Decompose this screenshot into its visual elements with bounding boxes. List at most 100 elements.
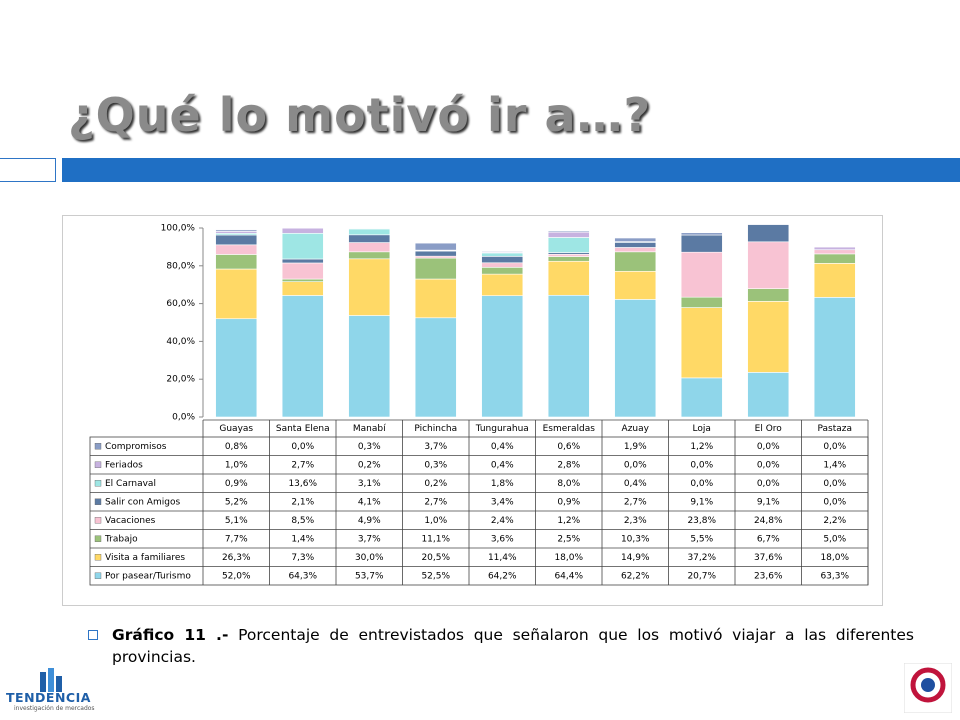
bar-segment (215, 244, 258, 255)
bar-segment (215, 234, 258, 246)
chart-frame (62, 215, 883, 606)
table-value: 8,0% (557, 479, 580, 489)
bar-segment (614, 251, 657, 272)
legend-swatch (94, 461, 102, 468)
bar-segment (747, 301, 790, 373)
legend-swatch (94, 554, 102, 561)
legend-swatch (94, 572, 102, 579)
bar-segment (813, 263, 856, 298)
bar-segment (747, 241, 790, 289)
bar-segment (547, 231, 590, 238)
bar-segment (547, 237, 590, 253)
bar-segment (614, 270, 657, 300)
bar-segment (614, 299, 657, 418)
bar-segment (281, 295, 324, 418)
x-tick-label: Pichincha (414, 424, 457, 434)
y-tick-label: 100,0% (161, 224, 196, 234)
bar-segment (547, 256, 590, 262)
x-tick-label: El Oro (755, 424, 783, 434)
table-value: 11,4% (488, 553, 517, 563)
bar-segment (414, 317, 457, 418)
logo-subtext: investigación de mercados (14, 705, 95, 712)
table-value: 0,6% (557, 442, 580, 452)
table-value: 7,7% (225, 534, 248, 544)
table-value: 0,4% (491, 442, 514, 452)
partner-logo (904, 663, 952, 713)
bar-segment (481, 252, 524, 257)
table-value: 18,0% (820, 553, 849, 563)
bar-segment (414, 257, 457, 280)
table-value: 0,0% (757, 479, 780, 489)
table-value: 18,0% (554, 553, 583, 563)
table-value: 0,3% (424, 460, 447, 470)
legend-swatch (94, 498, 102, 505)
table-value: 1,8% (491, 479, 514, 489)
header-accent (0, 158, 56, 182)
logo-text: TENDENCIA (6, 690, 91, 705)
bar-segment (747, 224, 790, 243)
bar-segment (614, 242, 657, 248)
bar-segment (414, 242, 457, 251)
bar-segment (281, 281, 324, 296)
table-value: 52,0% (222, 571, 251, 581)
table-value: 0,3% (358, 442, 381, 452)
table-value: 1,9% (624, 442, 647, 452)
x-tick-label: Loja (693, 424, 711, 434)
legend-swatch (94, 535, 102, 542)
table-value: 64,3% (288, 571, 317, 581)
table-value: 0,0% (757, 442, 780, 452)
bar-segment (680, 307, 723, 379)
y-tick-label: 60,0% (166, 299, 195, 309)
y-tick-label: 0,0% (172, 413, 195, 423)
table-value: 5,5% (690, 534, 713, 544)
x-tick-label: Pastaza (817, 424, 852, 434)
legend-label: Trabajo (104, 534, 138, 544)
logo-graphic (40, 668, 62, 692)
bar-segment (680, 296, 723, 308)
bar-segment (813, 246, 856, 251)
table-value: 11,1% (421, 534, 450, 544)
table-value: 0,9% (225, 479, 248, 489)
caption: Gráfico 11 .- Porcentaje de entrevistado… (112, 624, 914, 668)
legend-label: Salir con Amigos (105, 497, 180, 507)
table-value: 10,3% (621, 534, 650, 544)
table-value: 2,7% (291, 460, 314, 470)
x-tick-label: Guayas (219, 424, 253, 434)
bar-segment (813, 249, 856, 255)
bar-segment (215, 268, 258, 320)
table-value: 37,2% (687, 553, 716, 563)
table-value: 1,0% (225, 460, 248, 470)
table-value: 5,2% (225, 497, 248, 507)
x-tick-label: Esmeraldas (543, 424, 596, 434)
table-value: 0,9% (557, 497, 580, 507)
bar-segment (215, 229, 258, 232)
table-value: 0,0% (757, 460, 780, 470)
bar-segment (547, 253, 590, 257)
bar-segment (281, 262, 324, 280)
table-value: 0,2% (424, 479, 447, 489)
x-tick-label: Azuay (622, 424, 650, 434)
table-value: 0,0% (690, 460, 713, 470)
table-value: 0,0% (823, 497, 846, 507)
bar-segment (348, 228, 391, 236)
caption-label: Gráfico 11 .- (112, 626, 229, 644)
table-value: 23,8% (687, 516, 716, 526)
x-tick-label: Manabí (353, 424, 386, 434)
bar-segment (481, 256, 524, 264)
bar-segment (680, 234, 723, 253)
table-value: 4,1% (358, 497, 381, 507)
bar-segment (281, 278, 324, 282)
bar-segment (281, 232, 324, 260)
table-value: 3,1% (358, 479, 381, 489)
table-value: 26,3% (222, 553, 251, 563)
x-tick-label: Santa Elena (276, 424, 330, 434)
table-value: 30,0% (355, 553, 384, 563)
y-tick-label: 40,0% (166, 337, 195, 347)
caption-text: Porcentaje de entrevistados que señalaro… (112, 626, 914, 666)
bar-segment (614, 247, 657, 253)
bar-segment (481, 295, 524, 418)
table-value: 1,2% (690, 442, 713, 452)
bar-segment (348, 242, 391, 253)
table-value: 2,7% (424, 497, 447, 507)
header-bar (62, 158, 960, 182)
